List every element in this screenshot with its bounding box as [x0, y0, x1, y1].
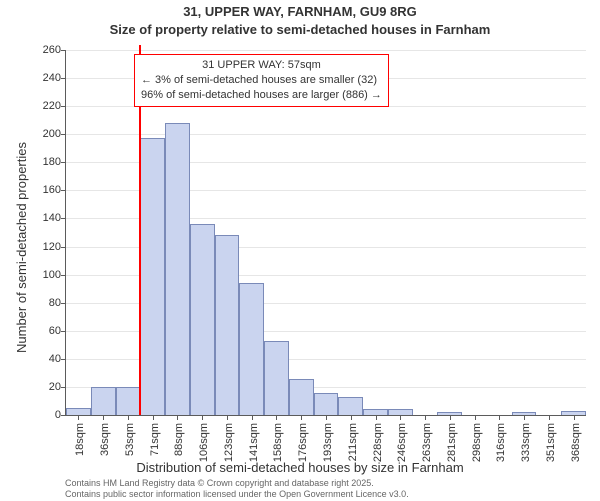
- x-tick-mark: [252, 415, 253, 420]
- chart-title-line1: 31, UPPER WAY, FARNHAM, GU9 8RG: [0, 4, 600, 19]
- histogram-bar: [239, 283, 264, 415]
- x-tick-label: 298sqm: [471, 423, 483, 462]
- histogram-chart: 31, UPPER WAY, FARNHAM, GU9 8RG Size of …: [0, 0, 600, 500]
- x-tick-mark: [574, 415, 575, 420]
- x-tick-label: 106sqm: [198, 423, 210, 462]
- plot-area: 02040608010012014016018020022024026018sq…: [65, 50, 586, 416]
- y-tick-label: 240: [43, 72, 66, 84]
- y-tick-label: 160: [43, 184, 66, 196]
- x-tick-mark: [450, 415, 451, 420]
- chart-footer: Contains HM Land Registry data © Crown c…: [65, 478, 409, 501]
- x-tick-label: 123sqm: [223, 423, 235, 462]
- x-tick-mark: [400, 415, 401, 420]
- x-tick-mark: [425, 415, 426, 420]
- y-tick-label: 120: [43, 241, 66, 253]
- x-tick-label: 158sqm: [272, 423, 284, 462]
- y-axis-title: Number of semi-detached properties: [14, 142, 29, 353]
- y-tick-label: 140: [43, 212, 66, 224]
- x-tick-mark: [376, 415, 377, 420]
- y-tick-label: 220: [43, 100, 66, 112]
- footer-line-2: Contains public sector information licen…: [65, 489, 409, 500]
- x-tick-label: 281sqm: [446, 423, 458, 462]
- x-tick-label: 53sqm: [124, 423, 136, 456]
- x-tick-label: 246sqm: [396, 423, 408, 462]
- x-tick-mark: [227, 415, 228, 420]
- x-tick-label: 71sqm: [149, 423, 161, 456]
- x-tick-label: 18sqm: [74, 423, 86, 456]
- x-tick-label: 36sqm: [99, 423, 111, 456]
- x-tick-label: 176sqm: [297, 423, 309, 462]
- y-tick-label: 0: [55, 409, 66, 421]
- annotation-line: 31 UPPER WAY: 57sqm: [141, 58, 382, 73]
- x-tick-mark: [177, 415, 178, 420]
- x-tick-mark: [475, 415, 476, 420]
- y-tick-label: 100: [43, 269, 66, 281]
- x-tick-label: 368sqm: [570, 423, 582, 462]
- y-tick-label: 180: [43, 156, 66, 168]
- x-tick-mark: [301, 415, 302, 420]
- x-tick-mark: [153, 415, 154, 420]
- x-tick-mark: [128, 415, 129, 420]
- histogram-bar: [190, 224, 215, 415]
- histogram-bar: [91, 387, 116, 415]
- y-tick-label: 260: [43, 44, 66, 56]
- x-tick-label: 316sqm: [495, 423, 507, 462]
- x-tick-mark: [326, 415, 327, 420]
- x-tick-label: 88sqm: [173, 423, 185, 456]
- x-tick-label: 333sqm: [520, 423, 532, 462]
- annotation-line: 96% of semi-detached houses are larger (…: [141, 88, 382, 103]
- x-tick-mark: [103, 415, 104, 420]
- x-tick-label: 351sqm: [545, 423, 557, 462]
- y-tick-label: 20: [49, 381, 66, 393]
- x-tick-mark: [499, 415, 500, 420]
- x-tick-label: 141sqm: [248, 423, 260, 462]
- x-tick-label: 211sqm: [347, 423, 359, 461]
- histogram-bar: [66, 408, 91, 415]
- x-tick-mark: [524, 415, 525, 420]
- histogram-bar: [264, 341, 289, 415]
- x-tick-mark: [78, 415, 79, 420]
- y-gridline: [66, 134, 586, 135]
- y-tick-label: 60: [49, 325, 66, 337]
- y-gridline: [66, 50, 586, 51]
- x-tick-mark: [549, 415, 550, 420]
- y-tick-label: 200: [43, 128, 66, 140]
- x-tick-label: 193sqm: [322, 423, 334, 462]
- x-axis-title: Distribution of semi-detached houses by …: [0, 460, 600, 475]
- y-tick-label: 80: [49, 297, 66, 309]
- annotation-box: 31 UPPER WAY: 57sqm← 3% of semi-detached…: [134, 54, 389, 107]
- annotation-line: ← 3% of semi-detached houses are smaller…: [141, 73, 382, 88]
- histogram-bar: [338, 397, 363, 415]
- x-tick-mark: [351, 415, 352, 420]
- histogram-bar: [289, 379, 314, 416]
- y-tick-label: 40: [49, 353, 66, 365]
- histogram-bar: [140, 138, 165, 415]
- histogram-bar: [116, 387, 141, 415]
- x-tick-mark: [202, 415, 203, 420]
- x-tick-mark: [276, 415, 277, 420]
- footer-line-1: Contains HM Land Registry data © Crown c…: [65, 478, 409, 489]
- x-tick-label: 263sqm: [421, 423, 433, 462]
- histogram-bar: [165, 123, 190, 415]
- chart-title-line2: Size of property relative to semi-detach…: [0, 22, 600, 37]
- histogram-bar: [215, 235, 240, 415]
- histogram-bar: [314, 393, 339, 415]
- x-tick-label: 228sqm: [372, 423, 384, 462]
